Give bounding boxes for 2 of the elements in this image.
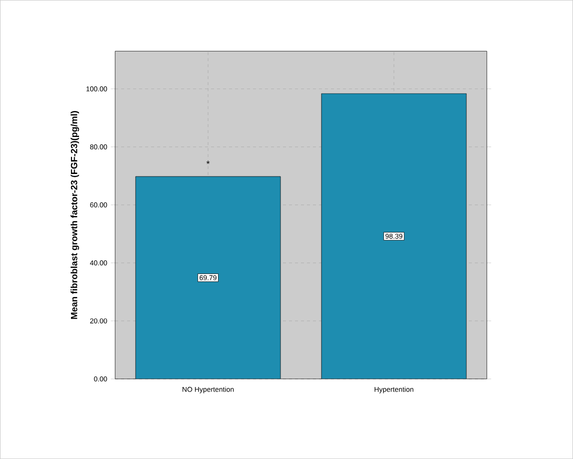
annotation: *: [206, 160, 210, 164]
y-axis-title: Mean fibroblast growth factor-23 (FGF-23)(pg/ml): [70, 111, 80, 319]
